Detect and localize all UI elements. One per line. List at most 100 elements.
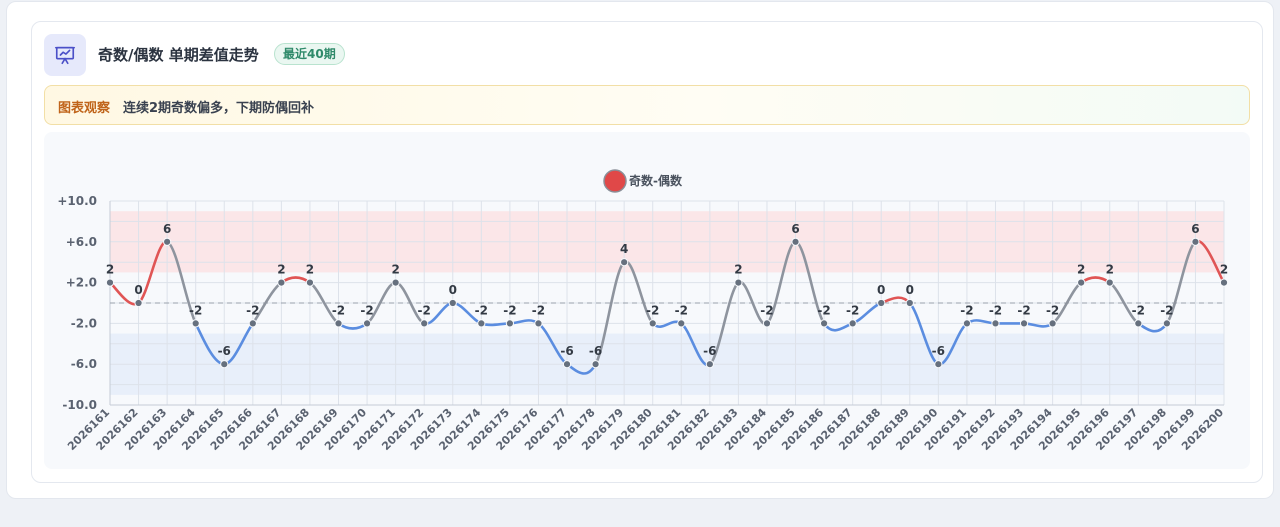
data-point	[477, 319, 486, 328]
data-point	[620, 258, 629, 267]
data-point	[591, 360, 600, 369]
data-point	[1134, 319, 1143, 328]
data-label: 0	[877, 283, 885, 297]
data-point	[534, 319, 543, 328]
data-point	[562, 360, 572, 369]
data-label: 6	[163, 222, 171, 236]
y-tick-label: -2.0	[71, 316, 97, 330]
data-point	[1048, 319, 1057, 328]
data-label: 2	[106, 263, 114, 277]
observation-text: 连续2期奇数偏多，下期防偶回补	[123, 101, 315, 116]
data-label: 0	[449, 283, 457, 297]
data-point	[820, 319, 829, 328]
series-segment	[1137, 322, 1169, 333]
data-point	[848, 319, 857, 328]
data-point	[705, 360, 714, 369]
series-segment	[480, 322, 512, 327]
data-point	[1219, 278, 1229, 287]
data-point	[1191, 237, 1200, 246]
data-label: -6	[218, 344, 231, 358]
data-label: -2	[675, 303, 688, 317]
data-point	[877, 298, 886, 308]
observation-banner: 图表观察 连续2期奇数偏多，下期防偶回补	[44, 85, 1250, 125]
trend-chart: +10.0+6.0+2.0-2.0-6.0-10.020261612026162…	[57, 169, 1229, 453]
y-tick-label: -6.0	[71, 357, 97, 371]
data-label: 2	[391, 263, 399, 277]
data-point	[905, 298, 914, 308]
data-label: 2	[1077, 263, 1085, 277]
data-label: 0	[906, 283, 914, 297]
data-point	[505, 319, 514, 328]
data-point	[134, 298, 143, 308]
data-label: 2	[1220, 263, 1228, 277]
data-label: 2	[277, 263, 285, 277]
data-label: -6	[589, 344, 602, 358]
data-label: -6	[560, 344, 573, 358]
data-label: -2	[817, 303, 830, 317]
y-tick-label: +6.0	[66, 235, 97, 249]
data-point	[1077, 278, 1086, 287]
data-label: -6	[932, 344, 945, 358]
data-point	[962, 319, 972, 328]
data-point	[220, 360, 229, 369]
data-point	[420, 319, 429, 328]
data-point	[334, 319, 343, 328]
data-label: -2	[1017, 303, 1030, 317]
data-label: 6	[1191, 222, 1199, 236]
data-point	[1105, 278, 1114, 287]
data-label: -2	[532, 303, 545, 317]
data-label: -2	[960, 303, 973, 317]
data-point	[762, 319, 772, 328]
data-label: -2	[503, 303, 516, 317]
data-label: -2	[1160, 303, 1173, 317]
data-point	[448, 298, 457, 308]
data-label: 2	[1106, 263, 1114, 277]
data-point	[1162, 319, 1171, 328]
series-segment	[337, 322, 369, 330]
data-label: -2	[332, 303, 345, 317]
data-point	[991, 319, 1000, 328]
series-segment	[1079, 276, 1112, 284]
data-point	[648, 319, 657, 328]
series-segment	[879, 296, 912, 305]
period-badge: 最近40期	[274, 43, 345, 65]
data-label: 0	[134, 283, 142, 297]
data-point	[362, 319, 372, 328]
chart-area: +10.0 +6.0 +2.0 -2.0 -6.0 -10.0 2026161 2026162…	[44, 132, 1250, 469]
data-label: 4	[620, 242, 628, 256]
data-point	[934, 360, 943, 369]
data-label: -2	[246, 303, 259, 317]
y-tick-label: -10.0	[62, 398, 97, 412]
presentation-chart-icon	[44, 34, 86, 76]
data-label: -2	[475, 303, 488, 317]
data-point	[105, 278, 115, 287]
data-label: 2	[734, 263, 742, 277]
series-segment	[594, 260, 626, 366]
data-point	[1019, 319, 1029, 328]
observation-tag: 图表观察	[58, 101, 111, 116]
outer-panel: 奇数/偶数 单期差值走势 最近40期 图表观察 连续2期奇数偏多，下期防偶回补 …	[6, 1, 1274, 499]
series-segment	[280, 276, 312, 284]
data-label: -2	[989, 303, 1002, 317]
data-label: -2	[360, 303, 373, 317]
data-label: -2	[1046, 303, 1059, 317]
data-label: -2	[760, 303, 773, 317]
data-point	[734, 278, 743, 287]
data-label: -2	[646, 303, 659, 317]
page-title: 奇数/偶数 单期差值走势	[98, 46, 259, 64]
data-label: -6	[703, 344, 716, 358]
chart-card: 奇数/偶数 单期差值走势 最近40期 图表观察 连续2期奇数偏多，下期防偶回补 …	[31, 21, 1263, 483]
data-point	[191, 319, 200, 328]
series-segment	[1165, 240, 1197, 325]
y-tick-label: +2.0	[66, 276, 97, 290]
data-point	[248, 319, 257, 328]
data-point	[163, 237, 172, 246]
data-point	[791, 237, 800, 246]
data-label: 2	[306, 263, 314, 277]
data-label: 6	[791, 222, 799, 236]
legend-label: 奇数-偶数	[629, 173, 683, 188]
data-point	[391, 278, 400, 287]
data-label: -2	[418, 303, 431, 317]
data-label: -2	[1132, 303, 1145, 317]
data-point	[677, 319, 686, 328]
